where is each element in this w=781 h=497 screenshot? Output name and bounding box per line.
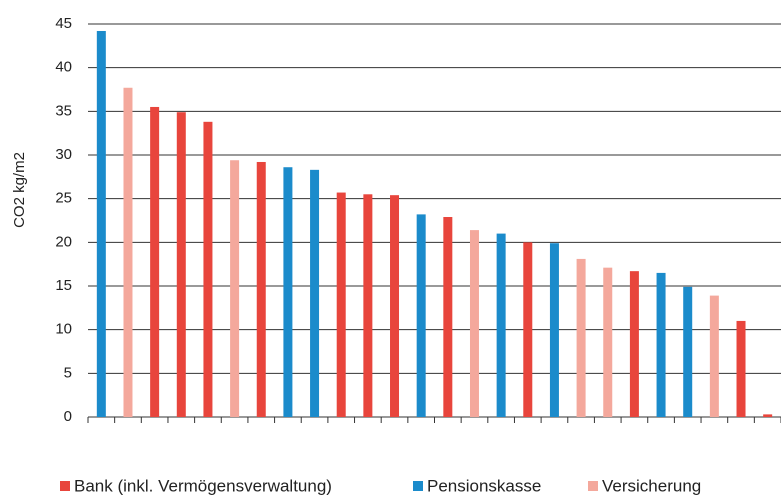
bar: [523, 242, 533, 417]
legend-swatch: [588, 481, 598, 491]
bar: [763, 414, 773, 417]
y-tick-label: 30: [55, 146, 72, 163]
bar: [549, 243, 559, 417]
bar: [736, 320, 746, 417]
bar: [576, 258, 586, 417]
bar: [336, 192, 346, 417]
y-tick-label: 40: [55, 59, 72, 76]
y-axis-label: CO2 kg/m2: [11, 152, 28, 228]
legend-swatch: [60, 481, 70, 491]
y-tick-label: 25: [55, 190, 72, 207]
bar: [603, 267, 613, 417]
bar: [230, 160, 240, 418]
bar: [123, 87, 133, 418]
bar: [283, 167, 293, 417]
y-tick-label: 15: [55, 277, 72, 294]
legend-swatch: [413, 481, 423, 491]
bar: [709, 295, 719, 417]
bar: [176, 112, 186, 417]
y-tick-label: 45: [55, 15, 72, 32]
y-tick-label: 10: [55, 321, 72, 338]
y-tick-label: 0: [64, 408, 72, 425]
bar: [416, 214, 426, 417]
legend-label: Pensionskasse: [427, 476, 541, 495]
y-tick-label: 5: [64, 364, 72, 381]
bar: [656, 272, 666, 417]
bar: [310, 169, 320, 417]
bar: [96, 30, 106, 418]
bar: [469, 230, 479, 417]
bar: [629, 271, 639, 417]
bar: [256, 161, 266, 417]
legend-label: Bank (inkl. Vermögensverwaltung): [74, 476, 332, 495]
bar: [390, 195, 400, 417]
legend-label: Versicherung: [602, 476, 701, 495]
bar: [363, 194, 373, 417]
bar: [203, 121, 213, 418]
y-tick-label: 20: [55, 233, 72, 250]
bar: [496, 233, 506, 417]
bar: [683, 286, 693, 417]
bar: [150, 106, 160, 417]
y-tick-label: 35: [55, 102, 72, 119]
bar: [443, 217, 453, 417]
